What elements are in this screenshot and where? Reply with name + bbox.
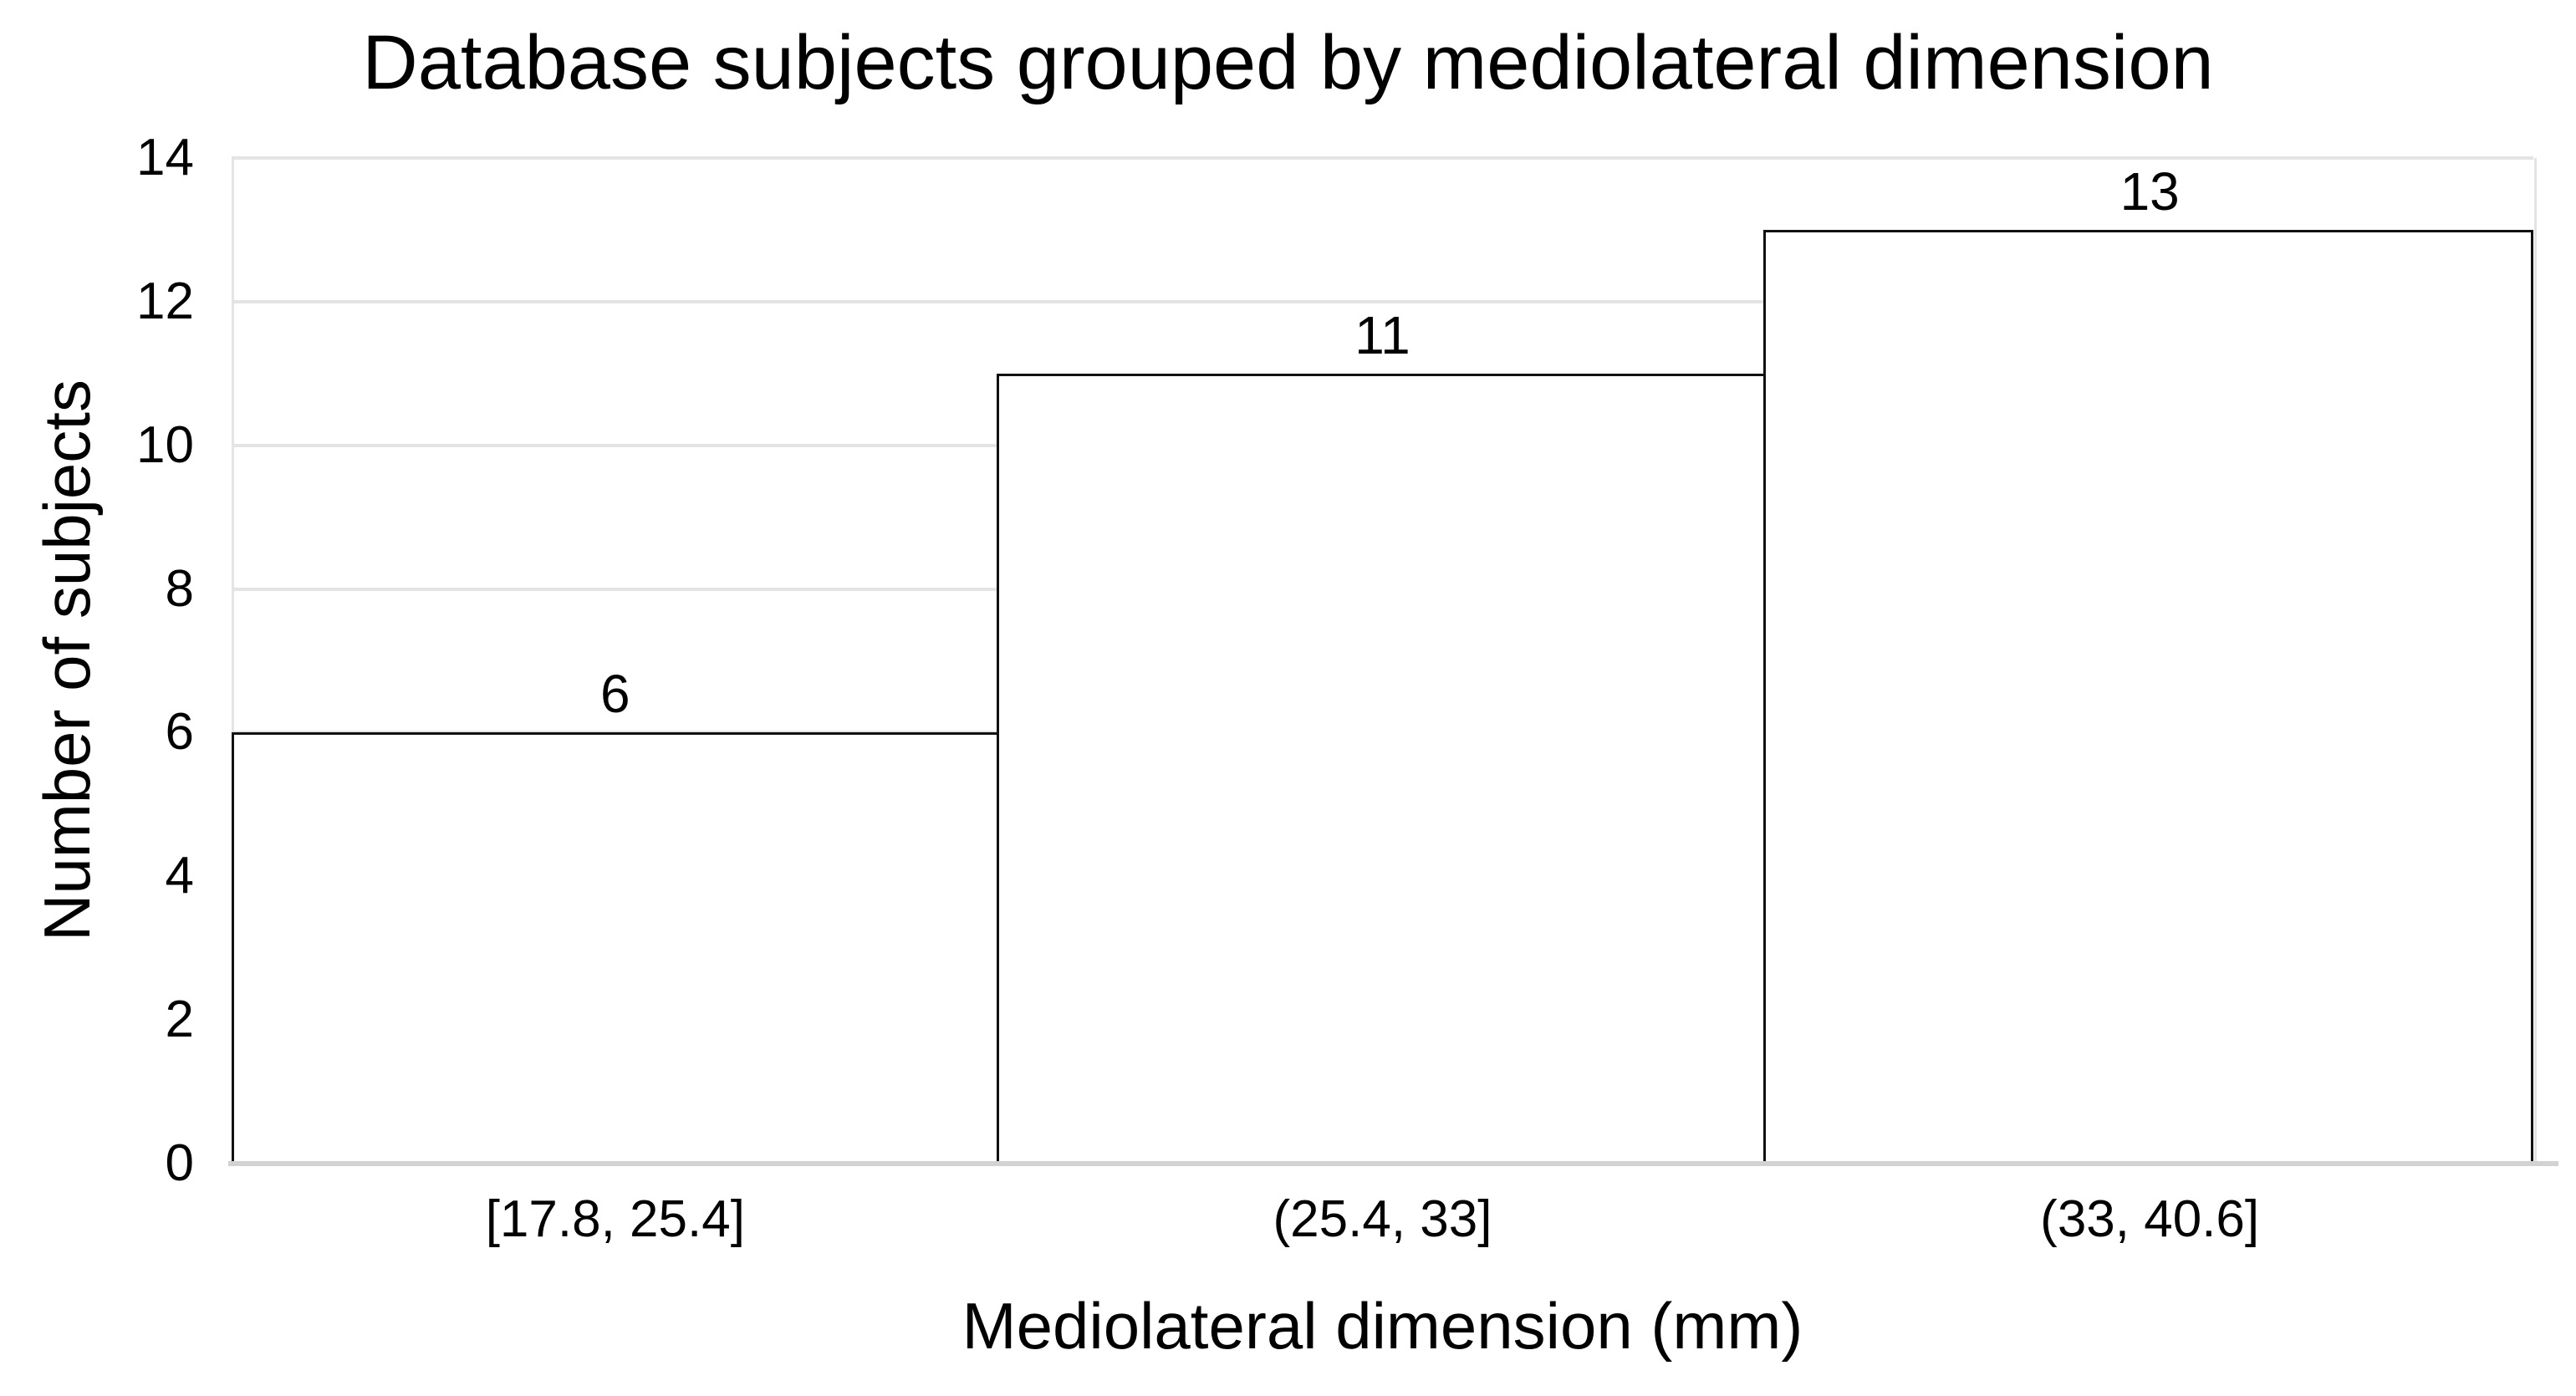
x-category-label: (25.4, 33] bbox=[1273, 1190, 1492, 1248]
gridline bbox=[232, 156, 2533, 160]
bar-data-label: 6 bbox=[600, 664, 630, 725]
plot-area: 6 11 13 bbox=[228, 156, 2558, 1166]
bar-data-label: 11 bbox=[1354, 304, 1410, 365]
y-tick-label: 0 bbox=[165, 1134, 194, 1192]
y-tick-label: 14 bbox=[136, 129, 194, 186]
chart-title: Database subjects grouped by mediolatera… bbox=[362, 20, 2214, 105]
x-category-label: (33, 40.6] bbox=[2040, 1190, 2260, 1248]
bar bbox=[232, 732, 999, 1164]
y-tick-label: 2 bbox=[165, 991, 194, 1049]
gridline bbox=[232, 299, 2533, 303]
y-tick-label: 12 bbox=[136, 272, 194, 330]
y-tick-label: 4 bbox=[165, 847, 194, 905]
y-tick-label: 6 bbox=[165, 703, 194, 762]
bar bbox=[996, 373, 1767, 1164]
bar-data-label: 13 bbox=[2119, 160, 2180, 222]
x-axis-line bbox=[228, 1161, 2558, 1166]
y-tick-label: 10 bbox=[136, 415, 194, 474]
plot-right-edge-line bbox=[2534, 158, 2537, 1164]
plot-left-edge-line bbox=[232, 158, 234, 1164]
x-axis-title: Mediolateral dimension (mm) bbox=[962, 1289, 1803, 1363]
x-category-label: [17.8, 25.4] bbox=[485, 1190, 745, 1248]
y-tick-label: 8 bbox=[165, 559, 194, 618]
bar bbox=[1763, 229, 2533, 1164]
